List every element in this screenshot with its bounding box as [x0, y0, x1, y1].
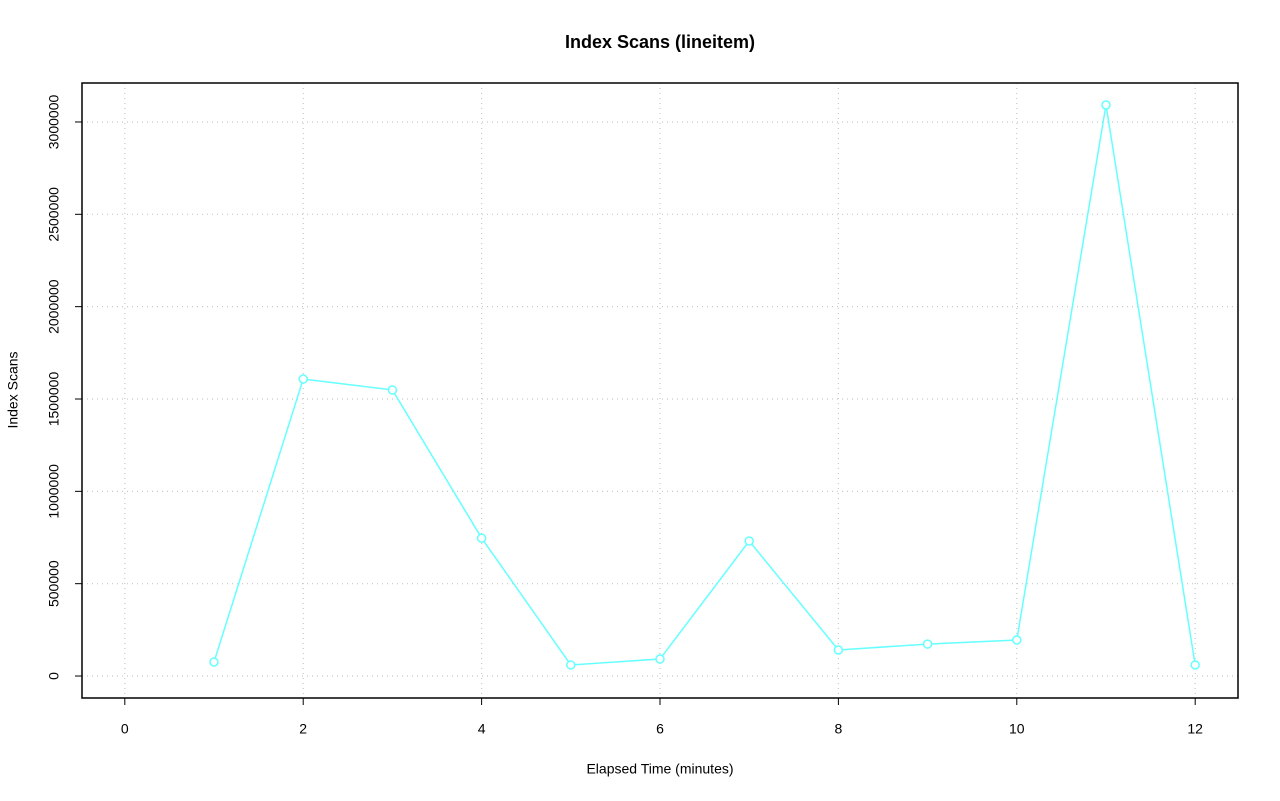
y-tick-label: 2000000 [46, 279, 62, 334]
y-tick-label: 2500000 [46, 187, 62, 242]
data-point [655, 654, 665, 664]
data-line [213, 104, 1196, 666]
data-point [298, 374, 308, 384]
y-tick-label: 1500000 [46, 372, 62, 427]
x-axis-label: Elapsed Time (minutes) [586, 761, 733, 777]
data-point [744, 536, 754, 546]
data-point [387, 385, 398, 395]
data-point [1190, 660, 1200, 670]
chart-title: Index Scans (lineitem) [565, 32, 755, 52]
x-tick-label: 8 [834, 721, 842, 737]
x-tick-label: 6 [656, 721, 664, 737]
plot-frame [81, 82, 1239, 699]
data-point [833, 645, 844, 655]
x-tick-label: 2 [299, 721, 307, 737]
y-axis-label: Index Scans [5, 351, 21, 428]
y-tick-label: 500000 [46, 560, 62, 607]
y-tick-label: 0 [46, 672, 62, 680]
y-tick-label: 1000000 [46, 464, 62, 519]
x-tick-label: 0 [121, 721, 129, 737]
data-point [209, 657, 219, 667]
data-point [476, 533, 487, 543]
y-tick-label: 3000000 [46, 95, 62, 150]
data-point [922, 639, 933, 649]
data-point [1012, 635, 1022, 645]
data-point [1101, 100, 1111, 110]
x-tick-label: 10 [1009, 721, 1025, 737]
data-point [566, 660, 576, 670]
x-tick-label: 4 [478, 721, 486, 737]
x-tick-label: 12 [1187, 721, 1203, 737]
